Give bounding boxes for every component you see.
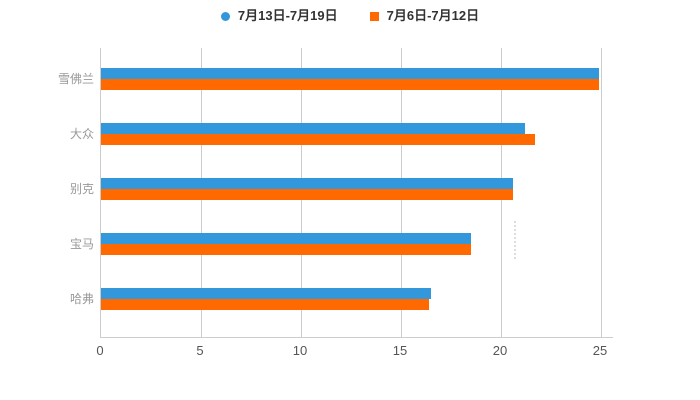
category-label-宝马: 宝马 [69, 237, 94, 251]
category-label-别克: 别克 [69, 182, 94, 196]
bar-series1-大众[interactable] [101, 123, 525, 134]
gridline-x-25 [601, 48, 602, 337]
bar-series2-大众[interactable] [101, 134, 535, 145]
bar-series1-别克[interactable] [101, 178, 513, 189]
plot-area [100, 48, 613, 338]
x-tick-label-25: 25 [592, 343, 608, 358]
chart-legend: 7月13日-7月19日 7月6日-7月12日 [0, 6, 700, 26]
bar-series2-别克[interactable] [101, 189, 513, 200]
bar-series2-雪佛兰[interactable] [101, 79, 599, 90]
legend-item-week2[interactable]: 7月13日-7月19日 [220, 6, 338, 26]
category-label-雪佛兰: 雪佛兰 [57, 72, 94, 86]
legend-square-marker-icon [369, 11, 379, 21]
category-label-大众: 大众 [69, 127, 94, 141]
legend-item-week1[interactable]: 7月6日-7月12日 [369, 6, 480, 26]
x-tick-label-15: 15 [392, 343, 408, 358]
bar-series2-哈弗[interactable] [101, 299, 429, 310]
category-label-哈弗: 哈弗 [69, 292, 94, 306]
x-tick-label-0: 0 [96, 343, 104, 358]
bar-series1-雪佛兰[interactable] [101, 68, 599, 79]
x-tick-label-5: 5 [196, 343, 204, 358]
axis-pointer-dotted-line [514, 221, 516, 259]
bar-series2-宝马[interactable] [101, 244, 471, 255]
x-tick-label-10: 10 [292, 343, 308, 358]
legend-circle-marker-icon [220, 11, 230, 21]
bar-series1-哈弗[interactable] [101, 288, 431, 299]
legend-label-week2: 7月13日-7月19日 [237, 8, 338, 23]
legend-label-week1: 7月6日-7月12日 [386, 8, 480, 23]
x-tick-label-20: 20 [492, 343, 508, 358]
bar-series1-宝马[interactable] [101, 233, 471, 244]
